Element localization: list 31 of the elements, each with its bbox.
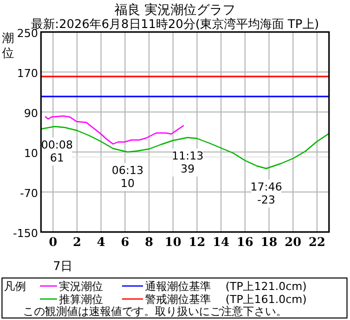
y-axis-title: 潮位 [2, 31, 14, 60]
y-tick-label: -70 [20, 187, 38, 200]
x-tick-label: 22 [308, 235, 326, 249]
legend-label: 推算潮位 [59, 293, 103, 306]
x-tick-label: 2 [72, 235, 82, 249]
x-tick-label: 18 [260, 235, 278, 249]
legend-label: 通報潮位基準 (TP上121.0cm) [145, 280, 307, 293]
x-tick-label: 14 [212, 235, 230, 249]
x-tick-label: 0 [48, 235, 58, 249]
x-tick-label: 20 [284, 235, 302, 249]
y-tick-label: -150 [13, 227, 38, 240]
x-tick-label: 8 [144, 235, 154, 249]
x-tick-label: 12 [188, 235, 206, 249]
legend-label: 実況潮位 [59, 280, 103, 293]
chart-subtitle: 最新:2026年6月8日11時20分(東京湾平均海面 TP上) [30, 17, 320, 31]
text: 7日 [53, 259, 73, 273]
legend-title: 凡例 [4, 280, 26, 293]
x-tick-label: 6 [120, 235, 130, 249]
annotation: 06:13 10 [112, 163, 144, 191]
x-tick-label: 10 [164, 235, 182, 249]
y-tick-label: 10 [24, 147, 38, 160]
annotation: 00:08 61 [41, 138, 73, 166]
annotation: 11:13 39 [172, 148, 204, 176]
x-tick-label: 4 [96, 235, 106, 249]
chart-title: 福良 実況潮位グラフ [114, 2, 236, 18]
y-tick-label: 90 [24, 107, 38, 120]
text: この観測値は速報値です。取り扱いにご注意下さい。 [23, 305, 287, 318]
annotation: 17:46 -23 [250, 180, 282, 208]
x-tick-label: 16 [236, 235, 254, 249]
y-tick-label: 170 [17, 67, 38, 80]
legend-label: 警戒潮位基準 (TP上161.0cm) [145, 293, 307, 306]
